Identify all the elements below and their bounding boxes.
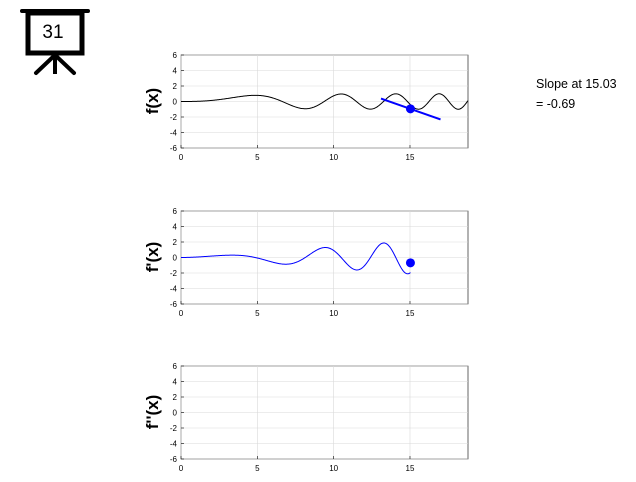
x-tick-label: 10 <box>329 153 338 162</box>
y-tick-label: -4 <box>170 440 178 449</box>
x-tick-label: 10 <box>329 464 338 473</box>
x-tick-label: 15 <box>406 153 415 162</box>
presentation-board-icon <box>20 9 90 75</box>
series-line <box>181 93 469 110</box>
y-tick-label: 2 <box>173 238 178 247</box>
plot-fdoubleprime: 0 5 10 15 6 4 2 0 -2 -4 -6 f''(x) <box>143 362 469 473</box>
y-tick-label: 2 <box>173 393 178 402</box>
slope-readout-line1: Slope at 15.03 <box>536 77 617 91</box>
marker-point <box>405 104 415 114</box>
plot-fprime: 0 5 10 15 6 4 2 0 -2 -4 -6 f'(x) <box>143 207 469 318</box>
plot-fprime-ylabel: f'(x) <box>143 242 162 272</box>
plot-fx-ylabel: f(x) <box>143 88 162 114</box>
x-tick-label: 5 <box>255 153 260 162</box>
x-tick-label: 0 <box>179 153 184 162</box>
plot-fprime-curves <box>181 242 415 275</box>
x-tick-label: 0 <box>179 309 184 318</box>
y-tick-label: -6 <box>170 144 178 153</box>
y-tick-label: -4 <box>170 285 178 294</box>
plot-fx-curves <box>181 93 469 121</box>
y-tick-label: 2 <box>173 82 178 91</box>
x-tick-label: 5 <box>255 309 260 318</box>
y-tick-label: -4 <box>170 129 178 138</box>
plot-fdoubleprime-ticks: 0 5 10 15 6 4 2 0 -2 -4 -6 <box>170 362 415 473</box>
y-tick-label: -6 <box>170 300 178 309</box>
x-tick-label: 15 <box>406 309 415 318</box>
y-tick-label: 0 <box>173 254 178 263</box>
y-tick-label: 0 <box>173 98 178 107</box>
y-tick-label: 4 <box>173 223 178 232</box>
y-tick-label: 6 <box>173 51 178 60</box>
y-tick-label: -2 <box>170 424 178 433</box>
x-tick-label: 5 <box>255 464 260 473</box>
series-line <box>181 242 411 275</box>
y-tick-label: -6 <box>170 455 178 464</box>
marker-point <box>405 258 415 268</box>
plot-fdoubleprime-ylabel: f''(x) <box>143 395 162 430</box>
y-tick-label: 4 <box>173 67 178 76</box>
y-tick-label: 6 <box>173 362 178 371</box>
x-tick-label: 0 <box>179 464 184 473</box>
y-tick-label: -2 <box>170 113 178 122</box>
y-tick-label: -2 <box>170 269 178 278</box>
y-tick-label: 4 <box>173 378 178 387</box>
slope-readout-line2: = -0.69 <box>536 97 576 111</box>
y-tick-label: 0 <box>173 409 178 418</box>
slope-readout: Slope at 15.03 = -0.69 <box>536 74 617 114</box>
plot-fprime-ticks: 0 5 10 15 6 4 2 0 -2 -4 -6 <box>170 207 415 318</box>
plot-fx-ticks: 0 5 10 15 6 4 2 0 -2 -4 -6 <box>170 51 415 162</box>
y-tick-label: 6 <box>173 207 178 216</box>
x-tick-label: 10 <box>329 309 338 318</box>
plot-fx: 0 5 10 15 6 4 2 0 -2 -4 -6 f(x) <box>143 51 469 162</box>
slide-number: 31 <box>42 22 64 43</box>
x-tick-label: 15 <box>406 464 415 473</box>
plot-fdoubleprime-grid <box>180 365 468 460</box>
